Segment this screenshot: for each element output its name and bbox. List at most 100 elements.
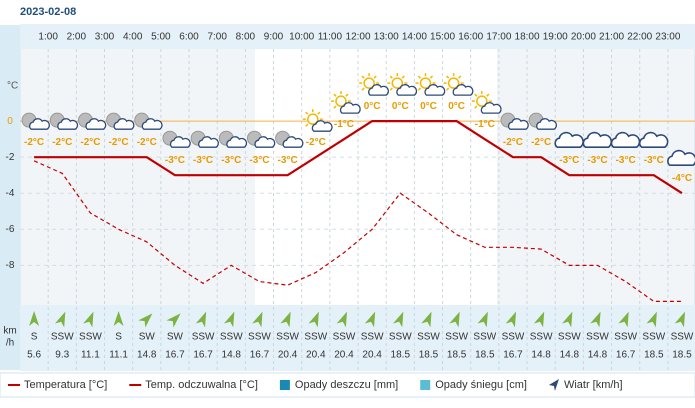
weather-icon bbox=[528, 112, 558, 130]
cloud bbox=[536, 118, 558, 130]
temp-label: -2°C bbox=[503, 137, 523, 148]
weather-icon bbox=[638, 131, 669, 148]
sun-ray bbox=[333, 105, 337, 109]
x-tick-label: 8:00 bbox=[236, 32, 256, 43]
wind-arrow bbox=[252, 311, 263, 328]
wind-speed: 16.7 bbox=[616, 350, 636, 361]
wind-arrow bbox=[618, 311, 629, 328]
wind-arrow bbox=[113, 311, 124, 326]
sun-ray bbox=[429, 75, 434, 79]
cloud bbox=[424, 84, 446, 96]
sun bbox=[476, 95, 488, 107]
wind-speed: 18.5 bbox=[644, 350, 664, 361]
x-tick-label: 2:00 bbox=[67, 32, 87, 43]
temp-label: -3°C bbox=[165, 155, 185, 166]
sun-ray bbox=[345, 93, 349, 97]
wind-direction: SSW bbox=[220, 332, 243, 343]
y-axis-band bbox=[0, 25, 20, 370]
wind-speed: 14.8 bbox=[222, 350, 242, 361]
wind-arrow bbox=[646, 311, 657, 328]
legend-label: Temperatura [°C] bbox=[24, 379, 107, 391]
wind-direction: SSW bbox=[473, 332, 496, 343]
legend-label: Wiatr [km/h] bbox=[564, 379, 623, 391]
wind-arrow bbox=[674, 311, 686, 328]
wind-arrow bbox=[477, 311, 488, 328]
series-line bbox=[34, 120, 683, 195]
temp-label: -3°C bbox=[616, 155, 636, 166]
sun bbox=[419, 77, 432, 89]
cloud bbox=[141, 118, 163, 130]
weather-icon bbox=[106, 112, 135, 130]
sun-ray bbox=[361, 87, 365, 91]
wind-arrow bbox=[336, 311, 348, 328]
temp-label: -1°C bbox=[475, 119, 495, 130]
x-tick-label: 21:00 bbox=[599, 32, 624, 43]
x-tick-label: 18:00 bbox=[515, 32, 540, 43]
wind-speed: 16.7 bbox=[165, 350, 185, 361]
x-tick-label: 19:00 bbox=[543, 32, 568, 43]
sun-ray bbox=[417, 87, 422, 91]
x-tick-label: 14:00 bbox=[402, 32, 427, 43]
cloud bbox=[226, 136, 248, 148]
wind-speed: 20.4 bbox=[362, 350, 382, 361]
wind-arrow bbox=[562, 311, 573, 328]
weather-icon bbox=[471, 91, 502, 114]
wind-direction: SSW bbox=[276, 332, 299, 343]
sun-ray bbox=[389, 87, 393, 91]
wind-direction: SSW bbox=[79, 332, 102, 343]
x-tick-label: 6:00 bbox=[179, 32, 199, 43]
wind-speed: 16.7 bbox=[193, 350, 213, 361]
legend-frame bbox=[0, 372, 695, 398]
wind-direction: SSW bbox=[445, 332, 468, 343]
temp-label: -3°C bbox=[559, 155, 579, 166]
wind-direction: SSW bbox=[389, 332, 412, 343]
wind-direction: SSW bbox=[671, 332, 694, 343]
date: 2023-02-08 bbox=[20, 6, 76, 18]
weather-icon bbox=[387, 73, 418, 96]
wind-arrow bbox=[364, 311, 376, 328]
x-tick-label: 7:00 bbox=[207, 32, 227, 43]
sun-ray bbox=[446, 75, 450, 79]
wind-arrow bbox=[83, 311, 94, 328]
cloud bbox=[57, 118, 79, 130]
temp-label: -4°C bbox=[672, 173, 692, 184]
x-tick-label: 9:00 bbox=[264, 32, 284, 43]
wind-direction: SSW bbox=[614, 332, 637, 343]
temp-label: 0°C bbox=[420, 101, 437, 112]
weather-icon bbox=[330, 91, 361, 114]
weather-icon bbox=[77, 112, 107, 130]
wind-speed: 20.4 bbox=[278, 350, 298, 361]
weather-icon bbox=[21, 112, 50, 130]
x-tick-label: 17:00 bbox=[486, 32, 511, 43]
sun-ray bbox=[474, 105, 478, 109]
temp-label: -2°C bbox=[531, 137, 551, 148]
temp-label: 0°C bbox=[392, 101, 409, 112]
wind-speed: 20.4 bbox=[334, 350, 354, 361]
sun-ray bbox=[474, 93, 478, 97]
legend-symbol bbox=[548, 379, 559, 391]
x-tick-label: 10:00 bbox=[289, 32, 314, 43]
temp-label: -3°C bbox=[249, 155, 269, 166]
cloud bbox=[368, 84, 389, 96]
temp-label: -3°C bbox=[644, 155, 664, 166]
temp-label: -3°C bbox=[278, 155, 298, 166]
weather-icon bbox=[162, 130, 191, 148]
wind-arrow bbox=[590, 311, 601, 328]
temp-label: -2°C bbox=[306, 137, 326, 148]
cloud bbox=[396, 84, 418, 96]
weather-icon bbox=[667, 149, 695, 167]
cloud bbox=[282, 136, 304, 148]
weather-icon bbox=[500, 112, 529, 130]
wind-speed: 16.7 bbox=[250, 350, 270, 361]
wind-direction: SSW bbox=[51, 332, 74, 343]
cloud bbox=[667, 149, 695, 167]
wind-arrow bbox=[54, 311, 66, 328]
wind-direction: SSW bbox=[530, 332, 553, 343]
legend-label: Temp. odczuwalna [°C] bbox=[145, 379, 258, 391]
weather-icon bbox=[218, 130, 248, 148]
temp-label: -2°C bbox=[24, 137, 44, 148]
wind-speed: 11.1 bbox=[109, 350, 128, 361]
wind-speed: 14.8 bbox=[588, 350, 608, 361]
wind-direction: S bbox=[31, 332, 38, 343]
